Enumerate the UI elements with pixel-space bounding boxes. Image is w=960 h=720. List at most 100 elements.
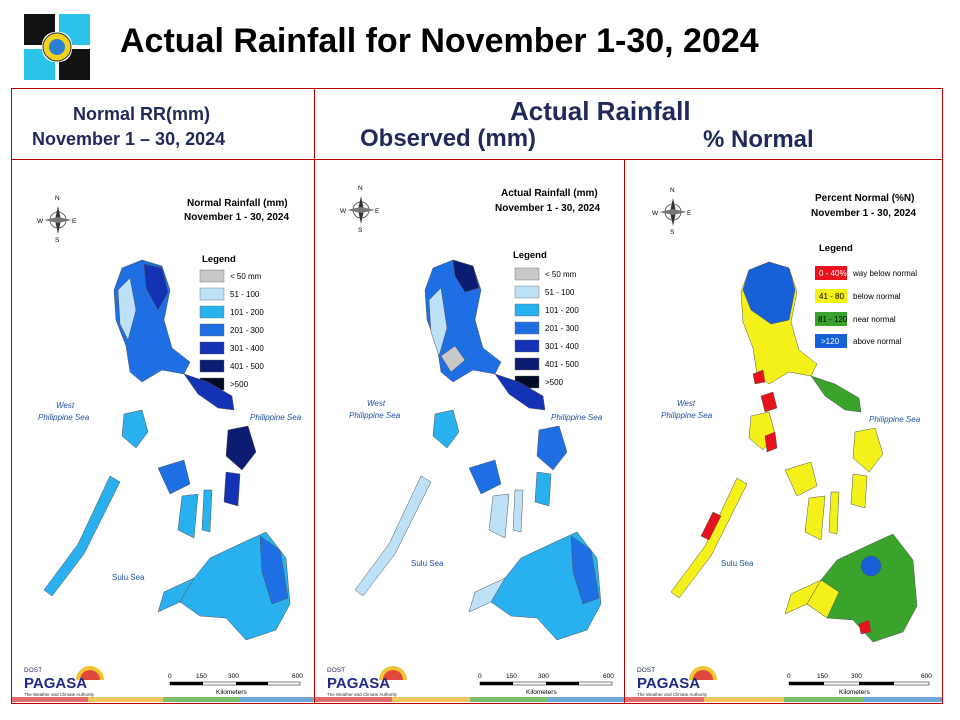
branding-dost: DOST (327, 667, 345, 674)
philippine-sea-label: Philippine Sea (869, 415, 921, 424)
percent-normal-map-panel: N S W E Percent Normal (%N) November 1 -… (625, 160, 942, 703)
legend-swatch-5 (199, 359, 225, 373)
zamboanga (468, 577, 506, 613)
scale-tick-0: 0 (478, 673, 482, 680)
bicol (183, 373, 235, 411)
legend-label-0: way below normal (852, 269, 917, 278)
branding-tagline: The Weather and Climate Authority (327, 692, 398, 697)
sulu-sea-label: Sulu Sea (721, 559, 754, 568)
luzon-north (452, 259, 480, 293)
scale-bar: 0 150 300 600 Kilometers (478, 673, 614, 696)
branding-name: PAGASA (24, 675, 87, 692)
negros (804, 495, 826, 541)
legend-label-0: < 50 mm (545, 270, 577, 279)
panay (468, 459, 502, 495)
compass-e: E (687, 210, 692, 217)
footer-strip (163, 697, 239, 702)
scale-tick-3: 600 (921, 673, 932, 680)
observed-rainfall-map-panel: N S W E Actual Rainfall (mm) November 1 … (315, 160, 624, 703)
leyte (534, 471, 552, 507)
scale-tick-3: 600 (292, 673, 303, 680)
scale-unit: Kilometers (216, 689, 247, 696)
branding-tagline: The Weather and Climate Authority (24, 692, 95, 697)
legend-label-1: 51 - 100 (545, 288, 575, 297)
footer-strip (315, 697, 393, 702)
map-title: Actual Rainfall (mm) (501, 188, 598, 199)
compass-n: N (358, 185, 363, 192)
legend: Legend < 50 mm 51 - 100 101 - 200 201 - … (513, 250, 579, 389)
samar (225, 425, 257, 471)
observed-header: Observed (mm) (360, 125, 537, 152)
legend-range-2: 81 - 120 (818, 315, 848, 324)
cebu (201, 489, 213, 533)
legend-label-4: 301 - 400 (230, 344, 264, 353)
map-subtitle: November 1 - 30, 2024 (184, 212, 289, 223)
legend-label-5: 401 - 500 (230, 362, 264, 371)
map-title: Normal Rainfall (mm) (187, 198, 288, 209)
legend-swatch-2 (815, 312, 847, 326)
philippines-map (354, 259, 602, 641)
legend-label-4: 301 - 400 (545, 342, 579, 351)
mindanao-blue (860, 555, 882, 577)
leyte (850, 473, 868, 509)
panay (157, 459, 191, 495)
legend-swatch-3 (514, 321, 540, 335)
legend-label-1: 51 - 100 (230, 290, 260, 299)
bicol (494, 373, 546, 411)
compass-w: W (340, 208, 347, 215)
footer-strip (469, 697, 547, 702)
pagasa-seal-logo (22, 12, 92, 82)
legend-title: Legend (513, 250, 547, 261)
scale-unit: Kilometers (526, 689, 557, 696)
scale-tick-1: 150 (506, 673, 517, 680)
legend: Legend 0 - 40% 41 - 80 81 - 120 >120 way… (815, 243, 917, 348)
legend-label-3: 201 - 300 (545, 324, 579, 333)
legend-swatch-4 (514, 339, 540, 353)
west-philippine-sea-label-1: West (677, 399, 696, 408)
normal-rainfall-map-panel: N S W E Normal Rainfall (mm) November 1 … (12, 160, 314, 703)
actual-rainfall-header: Actual Rainfall (510, 96, 691, 126)
west-philippine-sea-label-2: Philippine Sea (349, 411, 401, 420)
footer-strip (625, 697, 705, 702)
legend-swatch-1 (514, 285, 540, 299)
legend-title: Legend (202, 254, 236, 265)
philippine-sea-label: Philippine Sea (551, 413, 603, 422)
legend-label-3: above normal (853, 337, 902, 346)
page-title: Actual Rainfall for November 1-30, 2024 (120, 22, 759, 60)
compass-rose-icon: N S W E (37, 195, 77, 244)
pagasa-branding-logo: DOST PAGASA The Weather and Climate Auth… (24, 666, 104, 697)
pagasa-branding-logo: DOST PAGASA The Weather and Climate Auth… (327, 666, 407, 697)
compass-w: W (652, 210, 659, 217)
philippines-map (43, 259, 291, 641)
legend-label-2: near normal (853, 315, 896, 324)
compass-rose-icon: N S W E (340, 185, 380, 234)
compass-s: S (55, 237, 60, 244)
branding-tagline: The Weather and Climate Authority (637, 692, 708, 697)
palawan (354, 475, 432, 597)
mindoro-red (764, 431, 778, 453)
bicol (810, 375, 862, 413)
legend-swatch-0 (199, 269, 225, 283)
footer-strip (783, 697, 863, 702)
zamboanga (157, 577, 195, 613)
branding-name: PAGASA (327, 675, 390, 692)
compass-rose-icon: N S W E (652, 187, 692, 236)
legend-swatch-2 (199, 305, 225, 319)
luzon-central (440, 345, 466, 373)
scale-tick-1: 150 (817, 673, 828, 680)
scale-tick-3: 600 (603, 673, 614, 680)
west-philippine-sea-label-2: Philippine Sea (38, 413, 90, 422)
scale-tick-2: 300 (538, 673, 549, 680)
legend: Legend < 50 mm 51 - 100 101 - 200 201 - … (199, 254, 264, 391)
samar (536, 425, 568, 471)
panel-frame-percent (624, 159, 943, 704)
sulu-sea-label: Sulu Sea (411, 559, 444, 568)
scale-tick-0: 0 (787, 673, 791, 680)
luzon-north (742, 261, 796, 325)
scale-tick-1: 150 (196, 673, 207, 680)
mindanao-red (858, 619, 872, 635)
branding-dost: DOST (24, 667, 42, 674)
compass-n: N (55, 195, 60, 202)
legend-swatch-2 (514, 303, 540, 317)
legend-label-6: >500 (545, 378, 564, 387)
